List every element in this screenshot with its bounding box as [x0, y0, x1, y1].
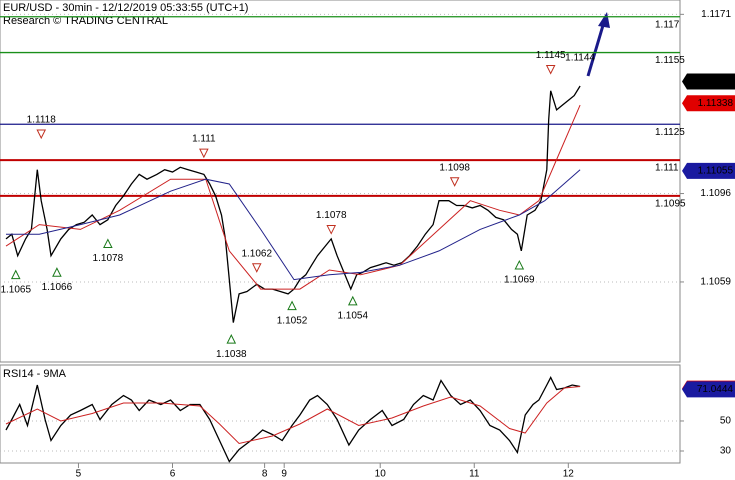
marker-label: 1.1144 — [565, 52, 595, 63]
high-marker — [326, 225, 337, 235]
x-tick-label: 5 — [76, 469, 82, 480]
price-tag — [682, 73, 735, 90]
chart-title: EUR/USD - 30min - 12/12/2019 05:33:55 (U… — [3, 2, 248, 14]
price-tag-label: 1.11055 — [698, 165, 734, 176]
x-tick-label: 10 — [375, 469, 387, 480]
level-label: 1.1125 — [655, 127, 685, 138]
marker-label: 1.1066 — [42, 282, 73, 293]
marker-label: 1.1069 — [504, 275, 535, 286]
low-marker — [514, 259, 525, 270]
marker-label: 1.1065 — [0, 284, 31, 295]
low-marker — [10, 269, 21, 280]
high-marker — [199, 148, 209, 159]
y-tick-label: 30 — [720, 446, 732, 457]
rsi-panel — [0, 364, 681, 464]
series-line — [5, 376, 581, 463]
rsi-title: RSI14 - 9MA — [3, 368, 67, 380]
price-tag — [682, 95, 735, 112]
marker-label: 1.1062 — [241, 248, 272, 259]
marker-label: 1.1098 — [439, 162, 470, 173]
y-tick-label: 1.1059 — [700, 277, 731, 288]
level-label: 1.1155 — [655, 55, 685, 66]
x-tick-label: 11 — [469, 469, 480, 480]
high-marker — [251, 263, 262, 273]
x-tick-label: 6 — [170, 469, 176, 480]
marker-label: 1.1052 — [277, 315, 308, 326]
level-label: 1.1095 — [655, 199, 686, 210]
x-tick-label: 9 — [281, 469, 287, 480]
y-tick-label: 1.1096 — [700, 188, 731, 199]
x-tick-label: 8 — [262, 469, 268, 480]
level-label: 1.111 — [655, 163, 679, 174]
high-marker — [449, 177, 460, 187]
low-marker — [287, 300, 297, 311]
marker-label: 1.1118 — [27, 115, 57, 126]
y-tick-label: 1.1171 — [701, 9, 731, 20]
low-marker — [52, 267, 62, 277]
marker-label: 1.1054 — [337, 311, 368, 322]
series-line — [5, 386, 581, 445]
series-line — [5, 85, 581, 323]
high-marker — [545, 64, 556, 75]
price-tag-label: 1.11429 — [698, 76, 734, 87]
y-tick-label: 50 — [720, 416, 732, 427]
marker-label: 1.1078 — [93, 253, 124, 264]
forecast-arrow — [586, 12, 610, 77]
price-tag-label: 1.11338 — [698, 98, 734, 109]
series-line — [6, 169, 581, 281]
marker-label: 1.1145 — [536, 50, 566, 61]
low-marker — [103, 238, 113, 249]
x-tick-label: 12 — [563, 469, 575, 480]
low-marker — [347, 295, 358, 306]
high-marker — [36, 129, 47, 140]
low-marker — [226, 334, 237, 344]
price-tag — [682, 381, 735, 398]
price-tag — [682, 162, 735, 179]
price-tag-label: 71.0444 — [697, 384, 734, 395]
chart-subtitle: Research © TRADING CENTRAL — [3, 15, 168, 27]
marker-label: 1.111 — [192, 134, 216, 145]
level-label: 1.117 — [655, 19, 680, 30]
marker-label: 1.1038 — [216, 349, 247, 360]
marker-label: 1.1078 — [316, 210, 347, 221]
